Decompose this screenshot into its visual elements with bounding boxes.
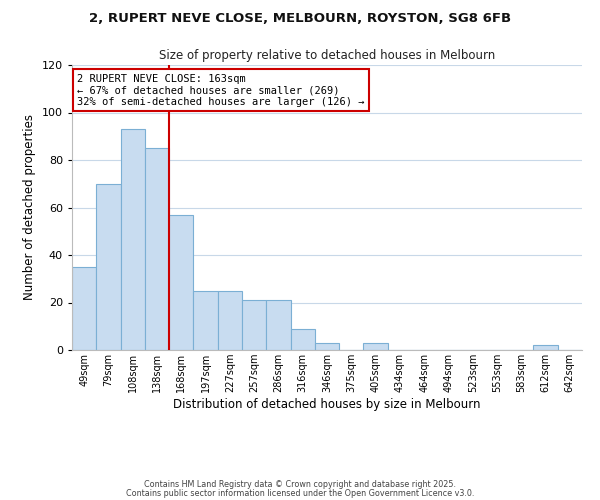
Text: Contains HM Land Registry data © Crown copyright and database right 2025.: Contains HM Land Registry data © Crown c… bbox=[144, 480, 456, 489]
Bar bbox=[533, 346, 558, 350]
Text: Contains public sector information licensed under the Open Government Licence v3: Contains public sector information licen… bbox=[126, 488, 474, 498]
Title: Size of property relative to detached houses in Melbourn: Size of property relative to detached ho… bbox=[159, 50, 495, 62]
Bar bbox=[218, 290, 242, 350]
Text: 2 RUPERT NEVE CLOSE: 163sqm
← 67% of detached houses are smaller (269)
32% of se: 2 RUPERT NEVE CLOSE: 163sqm ← 67% of det… bbox=[77, 74, 365, 107]
Text: 2, RUPERT NEVE CLOSE, MELBOURN, ROYSTON, SG8 6FB: 2, RUPERT NEVE CLOSE, MELBOURN, ROYSTON,… bbox=[89, 12, 511, 26]
Bar bbox=[72, 267, 96, 350]
Bar bbox=[121, 129, 145, 350]
X-axis label: Distribution of detached houses by size in Melbourn: Distribution of detached houses by size … bbox=[173, 398, 481, 411]
Y-axis label: Number of detached properties: Number of detached properties bbox=[23, 114, 36, 300]
Bar bbox=[193, 290, 218, 350]
Bar bbox=[364, 343, 388, 350]
Bar bbox=[169, 214, 193, 350]
Bar bbox=[96, 184, 121, 350]
Bar bbox=[242, 300, 266, 350]
Bar bbox=[315, 343, 339, 350]
Bar bbox=[145, 148, 169, 350]
Bar bbox=[290, 328, 315, 350]
Bar bbox=[266, 300, 290, 350]
